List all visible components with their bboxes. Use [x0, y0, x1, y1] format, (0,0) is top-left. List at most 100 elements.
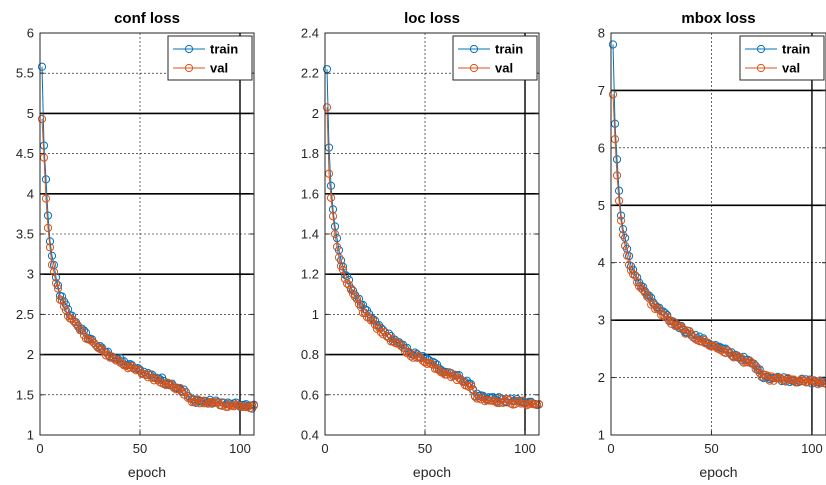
- data-point: [799, 377, 809, 386]
- data-point: [243, 402, 253, 411]
- data-point: [753, 364, 762, 373]
- y-tick-label: 1: [312, 307, 319, 322]
- y-tick-label: 6: [27, 26, 34, 41]
- data-point: [614, 196, 624, 205]
- legend-marker-val: [756, 63, 766, 73]
- data-point: [37, 62, 47, 71]
- data-point: [667, 319, 676, 328]
- data-point: [221, 400, 231, 409]
- x-tick-label: 0: [36, 441, 43, 456]
- data-point: [163, 378, 173, 387]
- data-point: [430, 358, 440, 368]
- data-point: [526, 398, 536, 408]
- data-point: [637, 284, 646, 293]
- data-point: [191, 396, 201, 406]
- legend-label-train: train: [210, 42, 238, 57]
- data-point: [61, 306, 71, 315]
- data-point: [468, 386, 478, 395]
- y-tick-label: 3: [598, 313, 605, 328]
- y-tick-label: 2: [27, 347, 34, 362]
- y-tick-label: 4: [27, 186, 34, 201]
- y-tick-label: 1.6: [301, 186, 319, 201]
- x-axis-label: epoch: [413, 464, 451, 480]
- data-point: [356, 303, 366, 312]
- data-point: [420, 358, 430, 367]
- legend-label-train: train: [495, 42, 523, 57]
- data-point: [326, 193, 336, 202]
- data-point: [49, 267, 59, 277]
- data-point: [374, 323, 384, 332]
- data-point: [199, 399, 209, 408]
- data-point: [743, 358, 752, 367]
- x-tick-label: 0: [607, 441, 614, 456]
- data-point: [77, 326, 87, 335]
- data-point: [811, 378, 821, 387]
- data-point: [147, 373, 157, 382]
- data-point: [350, 292, 360, 301]
- legend-label-val: val: [495, 61, 513, 76]
- data-point: [195, 399, 205, 408]
- x-tick-label: 50: [704, 441, 718, 456]
- data-point: [161, 380, 171, 390]
- data-point: [677, 322, 686, 332]
- data-point: [462, 381, 472, 390]
- data-point: [43, 223, 53, 233]
- y-tick-label: 4: [598, 255, 605, 270]
- data-point: [612, 155, 622, 164]
- y-tick-label: 4.5: [16, 146, 34, 161]
- series-val: [322, 103, 544, 410]
- y-tick-label: 0.4: [301, 428, 319, 443]
- data-point: [633, 278, 642, 287]
- data-point: [51, 279, 61, 288]
- y-tick-label: 5: [27, 106, 34, 121]
- data-point: [819, 379, 826, 388]
- data-point: [671, 321, 680, 331]
- y-tick-label: 2.5: [16, 307, 34, 322]
- legend-box: [452, 35, 538, 81]
- y-tick-label: 3: [27, 267, 34, 282]
- data-point: [388, 334, 398, 343]
- y-tick-label: 5.5: [16, 66, 34, 81]
- x-tick-label: 50: [133, 441, 147, 456]
- data-point: [629, 270, 638, 279]
- data-point: [47, 251, 57, 260]
- data-point: [109, 354, 119, 363]
- data-point: [624, 260, 634, 270]
- data-point: [466, 381, 476, 390]
- legend-box: [167, 35, 253, 81]
- data-point: [157, 378, 167, 388]
- data-point: [476, 395, 486, 404]
- data-point: [616, 216, 626, 225]
- data-point: [67, 315, 77, 324]
- data-point: [763, 371, 772, 380]
- x-axis-label: epoch: [699, 464, 737, 480]
- legend-box: [739, 35, 825, 81]
- legend-marker-train: [756, 44, 766, 54]
- data-point: [608, 40, 618, 49]
- data-point: [43, 211, 53, 220]
- y-tick-label: 2: [598, 370, 605, 385]
- data-point: [376, 328, 386, 337]
- data-point: [614, 186, 624, 195]
- data-point: [715, 345, 724, 354]
- legend: train val: [167, 35, 253, 81]
- chart-title: conf loss: [114, 10, 180, 27]
- legend: train val: [452, 35, 538, 81]
- data-point: [685, 327, 694, 336]
- data-point: [612, 171, 622, 180]
- data-point: [334, 253, 344, 262]
- data-point: [229, 402, 239, 411]
- data-point: [438, 368, 448, 378]
- data-point: [352, 295, 362, 304]
- y-tick-label: 0.8: [301, 347, 319, 362]
- data-point: [717, 346, 726, 355]
- x-tick-label: 0: [321, 441, 328, 456]
- data-point: [223, 402, 233, 411]
- data-point: [41, 175, 51, 184]
- legend-marker-train: [469, 44, 479, 54]
- x-tick-label: 100: [514, 441, 536, 456]
- data-point: [175, 383, 185, 393]
- data-point: [71, 319, 81, 329]
- data-point: [618, 230, 628, 240]
